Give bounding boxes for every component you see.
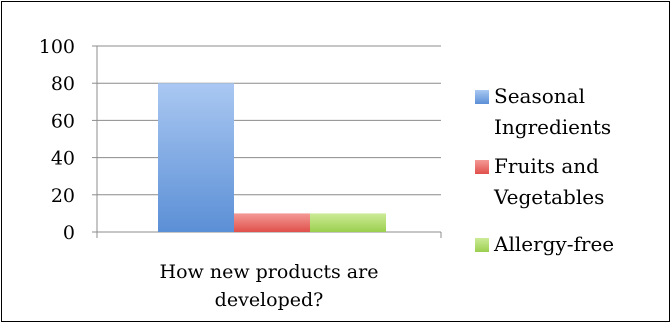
legend-label: Vegetables <box>493 185 604 209</box>
y-tick-label: 80 <box>51 73 75 95</box>
bar-fruits-and-vegetables <box>234 213 310 232</box>
bars <box>158 83 386 232</box>
legend-swatch <box>475 90 489 104</box>
bar-allergy-free <box>310 213 386 232</box>
bar-seasonal-ingredients <box>158 83 234 232</box>
legend-label: Seasonal <box>494 84 585 108</box>
y-tick-label: 60 <box>51 110 75 132</box>
y-tick-label: 20 <box>51 185 75 207</box>
category-label: How new products are <box>160 261 379 283</box>
category-labels: How new products are developed? <box>160 261 379 311</box>
y-tick-label: 100 <box>39 36 75 58</box>
category-label: developed? <box>215 289 324 311</box>
y-tick-labels: 0 20 40 60 80 100 <box>39 36 75 244</box>
legend-swatch <box>475 160 489 174</box>
gridlines <box>92 45 441 233</box>
axes <box>96 46 442 238</box>
legend-label: Ingredients <box>494 115 611 139</box>
legend-swatch <box>475 238 489 252</box>
legend-label: Fruits and <box>494 154 599 178</box>
legend-label: Allergy-free <box>493 232 614 256</box>
legend: Seasonal Ingredients Fruits and Vegetables A… <box>475 84 614 256</box>
y-tick-label: 0 <box>63 222 75 244</box>
y-tick-label: 40 <box>51 148 75 170</box>
